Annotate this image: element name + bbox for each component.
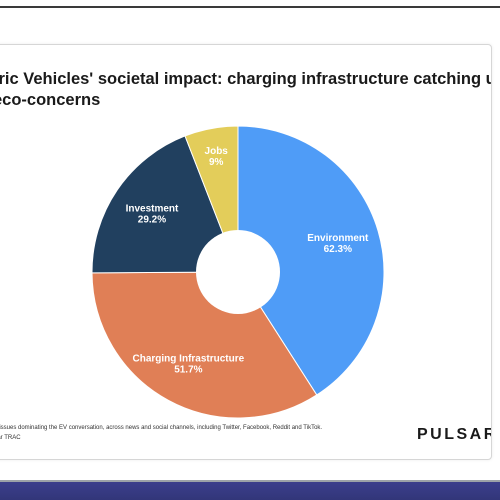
footnote-line-1: al issues dominating the EV conversation… <box>0 425 323 431</box>
slice-investment <box>91 135 239 274</box>
slice-environment <box>237 125 385 396</box>
slice-label-jobs: Jobs <box>205 146 229 157</box>
chart-title-line-1: tric Vehicles' societal impact: charging… <box>0 70 492 88</box>
chart-card: tric Vehicles' societal impact: charging… <box>0 44 492 460</box>
donut-slices <box>91 125 385 419</box>
chart-footnote: al issues dominating the EV conversation… <box>0 423 413 443</box>
bottom-taskbar <box>0 480 500 500</box>
chart-title: tric Vehicles' societal impact: charging… <box>0 69 492 111</box>
top-rule <box>0 6 500 8</box>
slice-charging-infrastructure <box>91 271 318 419</box>
donut-hole <box>196 230 280 314</box>
slice-label-charging-infrastructure: Charging Infrastructure <box>133 353 245 364</box>
footnote-line-2: lsar TRAC <box>0 435 21 441</box>
slice-value-jobs: 9% <box>209 157 224 168</box>
slice-label-environment: Environment <box>307 233 369 244</box>
slice-label-investment: Investment <box>126 204 179 215</box>
pulsar-logo: PULSAR× <box>417 426 491 443</box>
slice-value-environment: 62.3% <box>324 244 352 255</box>
slice-value-investment: 29.2% <box>138 215 166 226</box>
slice-value-charging-infrastructure: 51.7% <box>174 364 202 375</box>
chart-title-line-2: eco-concerns <box>0 91 101 109</box>
